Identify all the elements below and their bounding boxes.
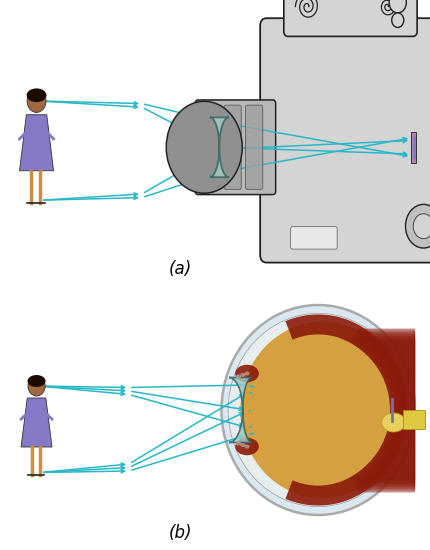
- Polygon shape: [19, 115, 54, 170]
- Ellipse shape: [235, 438, 259, 455]
- Ellipse shape: [236, 375, 241, 378]
- Ellipse shape: [240, 373, 245, 377]
- FancyBboxPatch shape: [224, 105, 241, 189]
- Ellipse shape: [244, 371, 249, 376]
- Ellipse shape: [27, 89, 46, 102]
- FancyBboxPatch shape: [291, 227, 337, 249]
- Ellipse shape: [221, 305, 415, 515]
- FancyBboxPatch shape: [246, 105, 263, 189]
- Ellipse shape: [28, 375, 46, 387]
- FancyBboxPatch shape: [195, 100, 276, 195]
- Ellipse shape: [236, 442, 241, 446]
- Polygon shape: [210, 117, 229, 177]
- Ellipse shape: [240, 443, 245, 447]
- Circle shape: [28, 376, 45, 396]
- Bar: [403, 410, 425, 428]
- Circle shape: [27, 90, 46, 112]
- Ellipse shape: [251, 337, 390, 483]
- Text: (b): (b): [169, 525, 192, 542]
- FancyBboxPatch shape: [205, 105, 222, 189]
- Polygon shape: [286, 315, 407, 505]
- Circle shape: [389, 0, 406, 13]
- Circle shape: [166, 101, 242, 193]
- Bar: [411, 131, 416, 163]
- Ellipse shape: [235, 365, 259, 382]
- Circle shape: [413, 214, 430, 239]
- Circle shape: [392, 13, 404, 28]
- Ellipse shape: [228, 314, 408, 507]
- Ellipse shape: [240, 322, 405, 498]
- FancyBboxPatch shape: [284, 0, 417, 36]
- Polygon shape: [21, 398, 52, 447]
- Ellipse shape: [382, 413, 405, 432]
- Ellipse shape: [244, 444, 249, 448]
- FancyBboxPatch shape: [260, 18, 430, 262]
- Text: (a): (a): [169, 260, 192, 278]
- Polygon shape: [229, 377, 252, 443]
- Circle shape: [405, 205, 430, 248]
